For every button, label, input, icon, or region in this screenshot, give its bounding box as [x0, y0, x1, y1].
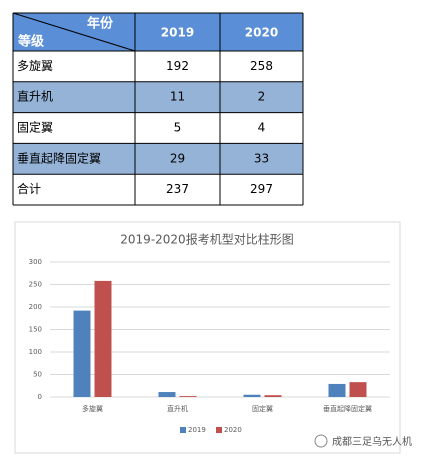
table-cell: 4: [258, 121, 266, 135]
bar: [349, 382, 367, 397]
table-cell: 垂直起降固定翼: [17, 150, 101, 165]
table-header: [13, 13, 303, 51]
y-tick-label: 50: [33, 371, 42, 379]
table-cell: 297: [250, 182, 273, 196]
bar: [179, 396, 197, 397]
x-tick-label: 直升机: [167, 404, 188, 413]
table-cell: 11: [170, 90, 185, 104]
y-tick-label: 0: [38, 393, 42, 401]
table-cell: 192: [166, 59, 189, 73]
y-tick-label: 100: [29, 348, 42, 356]
x-tick-label: 固定翼: [252, 404, 273, 413]
bar: [243, 394, 261, 397]
chart-frame: [14, 221, 401, 454]
table-cell: 237: [166, 182, 189, 196]
y-tick-label: 200: [29, 303, 42, 311]
table-row: [13, 81, 303, 113]
watermark: 成都三足乌无人机: [314, 434, 412, 448]
watermark-text: 成都三足乌无人机: [332, 435, 412, 448]
corner-top: 年份: [87, 16, 114, 32]
bar: [73, 310, 91, 397]
table-cell: 33: [254, 151, 269, 165]
table-cell: 合计: [17, 181, 41, 196]
y-tick-label: 300: [29, 258, 42, 266]
legend-label: 2019: [188, 426, 206, 434]
y-tick-label: 250: [29, 281, 42, 289]
bar: [94, 280, 112, 397]
diagonal: [12, 12, 136, 52]
x-tick-label: 多旋翼: [82, 404, 103, 413]
legend-swatch: [216, 427, 222, 433]
y-tick-label: 150: [29, 326, 42, 334]
bar: [328, 383, 346, 397]
column-header: 2019: [161, 26, 194, 40]
bar: [158, 392, 176, 397]
table-cell: 258: [250, 59, 273, 73]
legend-label: 2020: [224, 426, 242, 434]
column-header: 2020: [245, 26, 278, 40]
table-cell: 多旋翼: [17, 59, 53, 73]
corner-bottom: 等级: [17, 34, 45, 50]
table-cell: 直升机: [17, 90, 53, 104]
table-row: [13, 51, 303, 82]
bar: [264, 395, 282, 397]
table-row: [13, 174, 303, 205]
chart-title: 2019-2020报考机型对比柱形图: [120, 232, 293, 247]
table-cell: 固定翼: [17, 120, 53, 135]
table-cell: 5: [174, 121, 182, 135]
x-tick-label: 垂直起降固定翼: [323, 404, 372, 413]
table-row: [13, 143, 303, 175]
watermark-icon: [314, 434, 328, 448]
table-cell: 29: [170, 151, 185, 165]
legend-swatch: [180, 427, 186, 433]
table-cell: 2: [258, 90, 266, 104]
table-row: [13, 112, 303, 144]
